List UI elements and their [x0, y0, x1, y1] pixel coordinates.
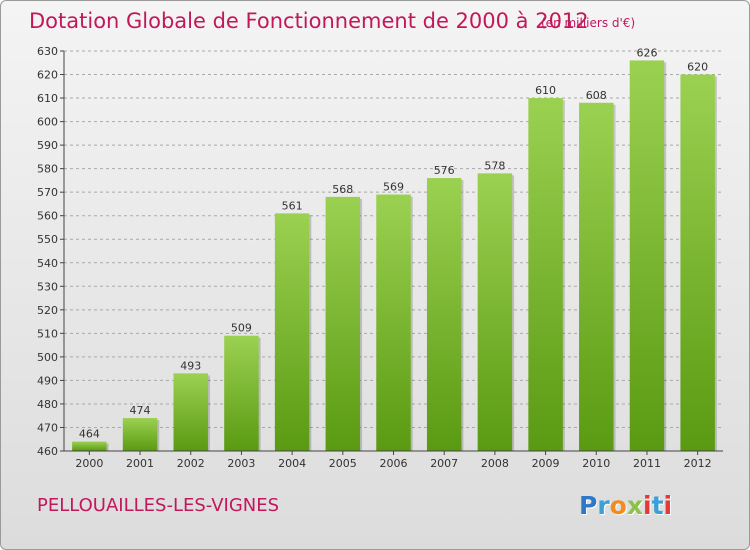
logo-letter: x — [626, 491, 643, 520]
y-tick-label: 480 — [37, 398, 58, 411]
data-label: 474 — [130, 404, 151, 417]
bar — [173, 373, 208, 451]
bar — [224, 335, 259, 451]
x-tick-label: 2012 — [684, 457, 712, 470]
bar — [72, 441, 107, 451]
y-tick-label: 510 — [37, 327, 58, 340]
unit-label: (en milliers d'€) — [541, 16, 636, 30]
y-tick-label: 460 — [37, 445, 58, 458]
y-tick-label: 520 — [37, 304, 58, 317]
logo-letter: P — [579, 491, 598, 520]
y-tick-label: 560 — [37, 210, 58, 223]
y-tick-label: 550 — [37, 233, 58, 246]
x-tick-label: 2011 — [633, 457, 661, 470]
logo-letter: i — [643, 491, 652, 520]
bar — [325, 196, 361, 451]
bar — [477, 173, 513, 451]
data-label: 620 — [687, 61, 708, 74]
bar — [376, 194, 411, 451]
commune-name: PELLOUAILLES-LES-VIGNES — [37, 495, 280, 516]
data-labels: 464 474 493 509 561 568 569 576 578 610 608 626 620 — [79, 46, 708, 440]
data-label: 509 — [231, 322, 252, 335]
y-tick-label: 530 — [37, 280, 58, 293]
bar — [629, 60, 665, 451]
y-tick-label: 610 — [37, 92, 58, 105]
y-tick-label: 540 — [37, 257, 58, 270]
logo-letter: o — [609, 491, 627, 520]
data-label: 608 — [586, 89, 607, 102]
data-label: 626 — [636, 46, 657, 59]
logo-letter: r — [597, 491, 610, 520]
data-label: 576 — [434, 164, 455, 177]
data-label: 561 — [282, 199, 303, 212]
x-tick-label: 2007 — [430, 457, 458, 470]
bar — [426, 178, 462, 451]
y-tick-label: 500 — [37, 351, 58, 364]
axes: 460 470 480 490 500 510 520 530 540 550 560 570 580 5… — [37, 45, 723, 470]
x-tick-label: 2001 — [126, 457, 154, 470]
y-tick-label: 580 — [37, 163, 58, 176]
y-tick-label: 620 — [37, 69, 58, 82]
data-label: 578 — [484, 159, 505, 172]
y-tick-label: 590 — [37, 139, 58, 152]
y-tick-label: 490 — [37, 374, 58, 387]
y-tick-label: 600 — [37, 116, 58, 129]
y-tick-label: 570 — [37, 186, 58, 199]
data-label: 569 — [383, 181, 404, 194]
x-tick-label: 2010 — [582, 457, 610, 470]
logo-letter: i — [663, 491, 673, 520]
proxiti-logo: Proxiti — [579, 491, 672, 520]
x-tick-label: 2006 — [380, 457, 408, 470]
x-tick-label: 2008 — [481, 457, 509, 470]
data-label: 568 — [332, 183, 353, 196]
bar — [680, 74, 715, 451]
x-tick-label: 2002 — [177, 457, 205, 470]
chart-title: Dotation Globale de Fonctionnement de 20… — [29, 9, 589, 33]
bar — [579, 102, 614, 451]
y-tick-label: 470 — [37, 421, 58, 434]
logo-letter: t — [651, 491, 664, 520]
y-tick-label: 630 — [37, 45, 58, 58]
bar — [122, 418, 158, 451]
x-tick-label: 2004 — [278, 457, 306, 470]
bars — [72, 60, 717, 451]
data-label: 610 — [535, 84, 556, 97]
x-tick-label: 2000 — [75, 457, 103, 470]
bar — [274, 213, 310, 451]
data-label: 493 — [180, 359, 201, 372]
x-tick-label: 2009 — [532, 457, 560, 470]
bar — [528, 98, 563, 451]
x-tick-label: 2005 — [329, 457, 357, 470]
x-tick-label: 2003 — [227, 457, 255, 470]
data-label: 464 — [79, 428, 100, 441]
